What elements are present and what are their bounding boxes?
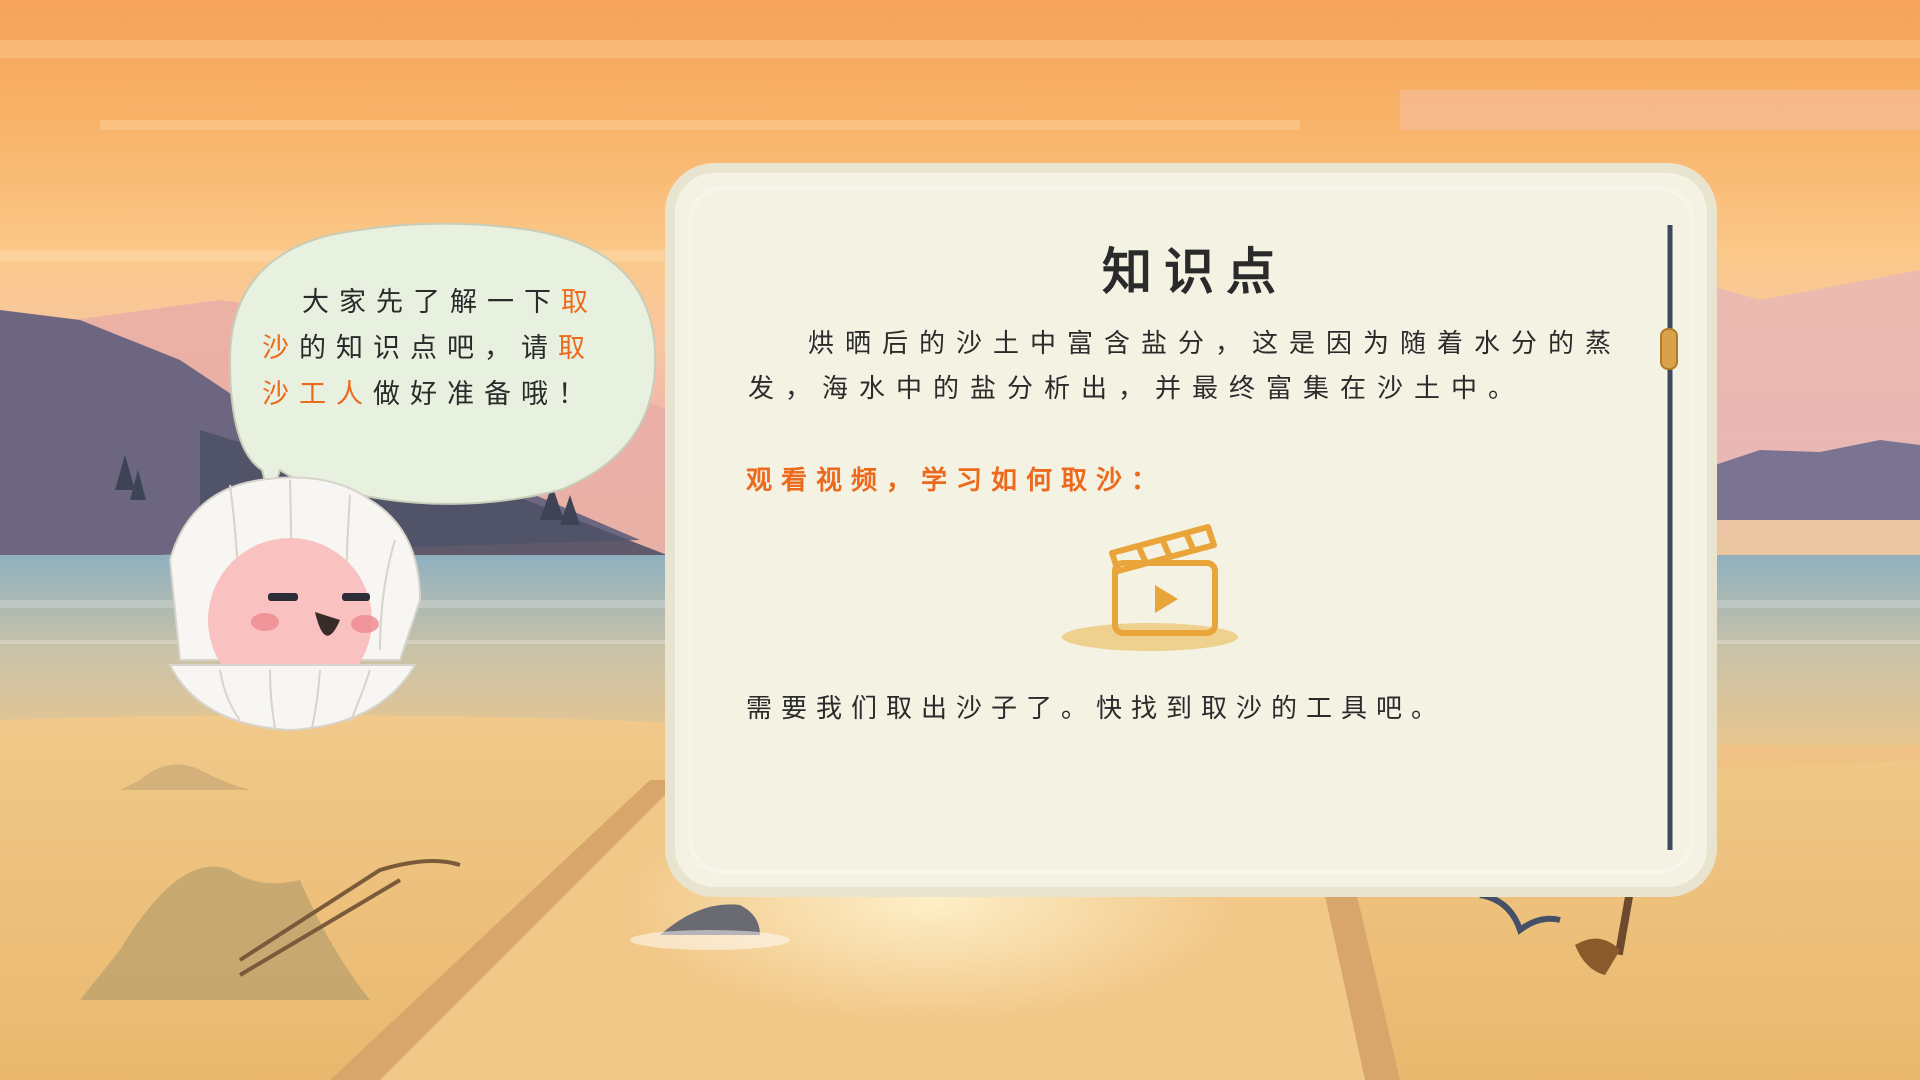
bubble-highlight-2: 取沙工人 [262, 333, 595, 410]
bubble-text: 大家先了解一下取沙的知识点吧，请取沙工人做好准备哦！ [262, 280, 622, 418]
sand-mound [80, 866, 370, 1000]
shovel-icon [1575, 894, 1634, 975]
trees [115, 455, 580, 525]
video-prompt: 观看视频，学习如何取沙： [746, 466, 1167, 496]
bubble-highlight-1: 取沙 [262, 287, 598, 364]
card-title: 知识点 [1102, 243, 1288, 301]
rake-icon [238, 859, 461, 977]
card-body-text: 烘晒后的沙土中富含盐分，这是因为随着水分的蒸发，海水中的盐分析出，并最终富集在沙… [748, 329, 1623, 404]
bubble-part-3: 做好准备哦！ [373, 379, 595, 410]
video-play-button[interactable] [1060, 505, 1240, 655]
bubble-part-2: 的知识点吧，请 [299, 333, 558, 364]
mountain-right-dark [1700, 440, 1920, 520]
card-footer-text: 需要我们取出沙子了。快找到取沙的工具吧。 [746, 694, 1447, 724]
bubble-part-1: 大家先了解一下 [302, 287, 561, 318]
clapperboard-play-icon [1062, 524, 1238, 651]
rock [660, 904, 760, 935]
scrollbar-handle[interactable] [1660, 328, 1678, 370]
